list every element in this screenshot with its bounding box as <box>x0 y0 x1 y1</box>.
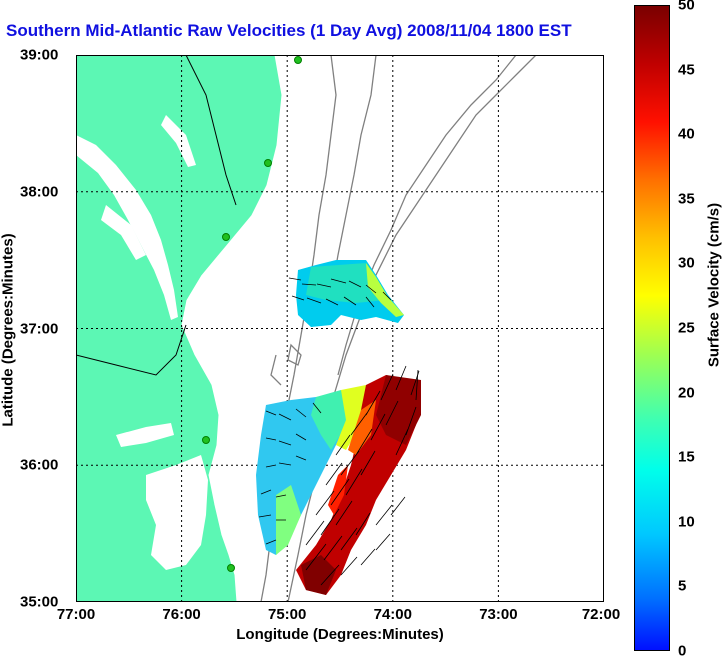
colorbar-tick: 30 <box>678 254 695 272</box>
colorbar-tick: 10 <box>678 513 695 531</box>
map-title: Southern Mid-Atlantic Raw Velocities (1 … <box>6 21 572 40</box>
velocity-arrows <box>258 277 420 586</box>
colorbar-tick: 25 <box>678 319 695 337</box>
x-tick: 76:00 <box>162 606 201 623</box>
colorbar-tick: 20 <box>678 384 695 402</box>
map-plot-area[interactable] <box>76 55 604 602</box>
y-axis-label: Latitude (Degrees:Minutes) <box>0 233 17 427</box>
x-tick: 75:00 <box>268 606 307 623</box>
y-tick: 37:00 <box>20 320 59 337</box>
colorbar-tick: 40 <box>678 125 695 143</box>
y-tick: 35:00 <box>20 593 59 611</box>
pamlico-sound <box>146 455 208 570</box>
hf-radar-stations <box>202 56 302 572</box>
chesapeake-bay <box>76 135 178 320</box>
colorbar-label: Surface Velocity (cm/s) <box>705 202 723 368</box>
y-tick: 36:00 <box>20 456 59 474</box>
y-tick: 38:00 <box>20 183 59 201</box>
colorbar-tick: 0 <box>678 642 687 660</box>
x-tick: 74:00 <box>373 606 412 623</box>
colorbar-tick: 15 <box>678 448 695 466</box>
x-tick: 72:00 <box>581 606 621 623</box>
colorbar <box>634 5 670 651</box>
map-svg <box>76 55 604 602</box>
colorbar-tick: 50 <box>678 0 695 14</box>
colorbar-tick: 45 <box>678 61 695 79</box>
colorbar-tick: 35 <box>678 190 695 208</box>
x-axis-label: Longitude (Degrees:Minutes) <box>236 626 444 643</box>
x-tick: 73:00 <box>479 606 518 623</box>
colorbar-tick: 5 <box>678 577 687 595</box>
x-tick: 77:00 <box>56 606 96 623</box>
y-tick: 39:00 <box>20 46 59 64</box>
